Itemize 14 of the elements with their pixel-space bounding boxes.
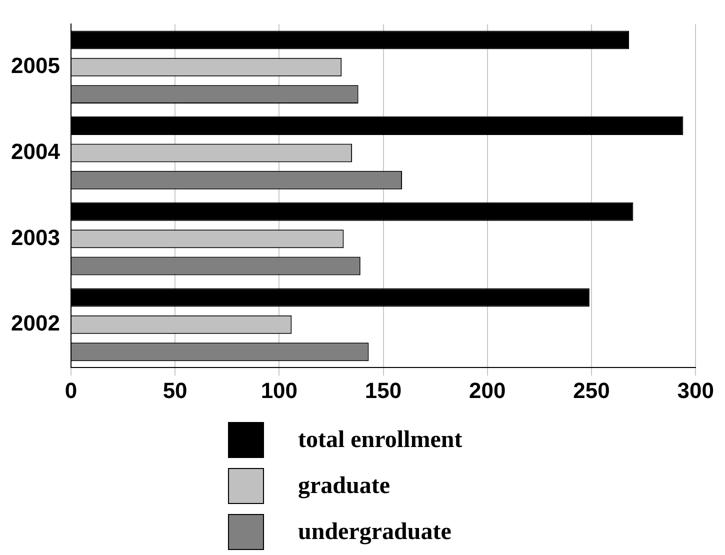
x-tick-label: 0 [64,378,78,403]
x-tick-label: 100 [260,378,298,403]
y-tick-label: 2003 [10,224,60,250]
x-tick-label: 300 [677,378,714,403]
x-tick-label: 150 [364,378,402,403]
x-tick-label: 50 [162,378,188,403]
legend-label: total enrollment [298,426,462,454]
y-tick-label: 2002 [10,310,60,336]
y-tick-label: 2005 [10,53,60,78]
x-tick-label: 200 [469,378,506,403]
legend-label: undergraduate [298,518,452,546]
x-tick-label: 250 [573,378,610,403]
y-tick-label: 2004 [10,139,61,164]
legend-label: graduate [298,472,390,500]
